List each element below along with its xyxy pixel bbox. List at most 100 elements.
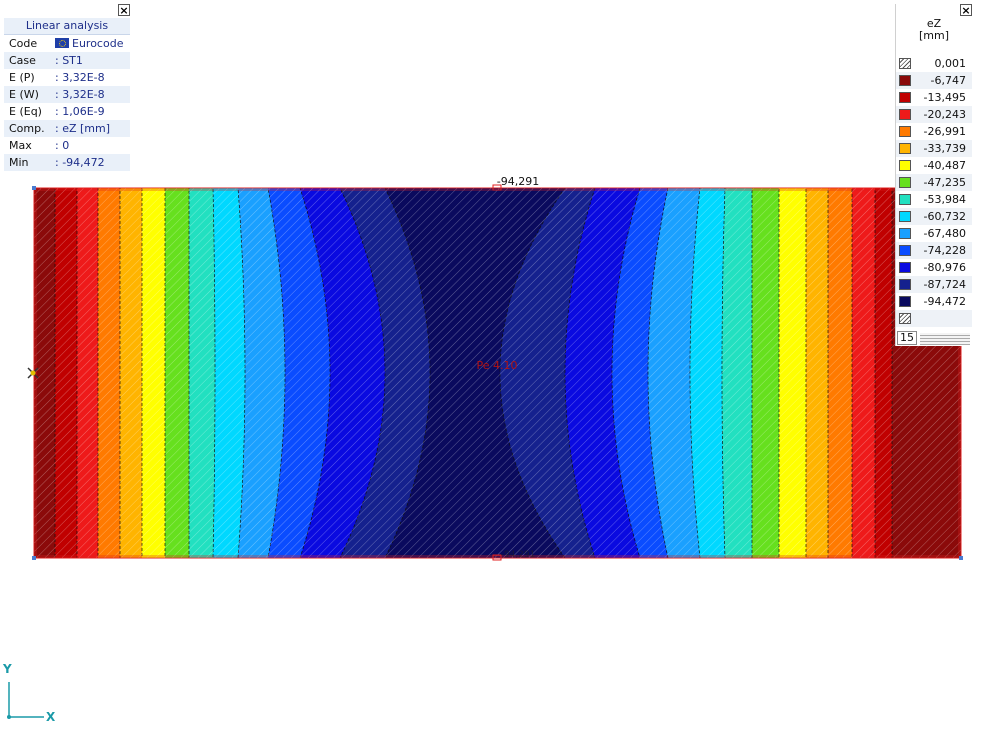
info-row: E (P) : 3,32E-8: [4, 69, 130, 86]
legend-swatch: [899, 313, 911, 324]
legend-swatch: [899, 296, 911, 307]
legend-swatch: [899, 177, 911, 188]
legend-rows: 0,001 -6,747 -13,495 -20,243 -26,991 -33,739 -…: [896, 55, 972, 327]
info-row-value: Eurocode: [55, 35, 130, 52]
legend-header: eZ [mm]: [896, 18, 972, 50]
legend-entry[interactable]: -80,976: [896, 259, 972, 276]
edge-marker-bottom[interactable]: [492, 554, 502, 561]
info-header: Linear analysis: [4, 18, 130, 35]
legend-slider[interactable]: [920, 333, 970, 345]
plate-label[interactable]: Pe 4.10: [477, 359, 518, 372]
legend-entry[interactable]: -87,724: [896, 276, 972, 293]
info-panel-titlebar: ×: [4, 4, 130, 18]
analysis-info-panel: × Linear analysis Code Eurocode Case : ST1 E…: [4, 4, 130, 171]
legend-entry[interactable]: -94,472: [896, 293, 972, 310]
support-icon[interactable]: [27, 367, 39, 379]
info-row-label: Code: [9, 37, 38, 50]
legend-value: -67,480: [923, 227, 966, 240]
legend-entry[interactable]: -60,732: [896, 208, 972, 225]
legend-swatch: [899, 211, 911, 222]
info-row-label: Max: [9, 139, 32, 152]
top-value-label: -94,291: [497, 175, 539, 188]
info-row-value-text: Eurocode: [72, 37, 124, 50]
legend-entry[interactable]: -33,739: [896, 140, 972, 157]
info-row-value: : ST1: [55, 54, 83, 67]
eu-flag-icon: [55, 38, 69, 48]
info-row: Case : ST1: [4, 52, 130, 69]
legend-swatch: [899, 58, 911, 69]
legend-swatch: [899, 228, 911, 239]
legend-swatch: [899, 262, 911, 273]
legend-swatch: [899, 143, 911, 154]
legend-entry[interactable]: -6,747: [896, 72, 972, 89]
axis-x-label: X: [46, 710, 56, 724]
legend-value: -6,747: [930, 74, 966, 87]
legend-count-field[interactable]: 15: [897, 331, 917, 345]
legend-value: -87,724: [923, 278, 966, 291]
info-row: Min : -94,472: [4, 154, 130, 171]
legend-value: -20,243: [923, 108, 966, 121]
legend-swatch: [899, 245, 911, 256]
info-row-value: : -94,472: [55, 156, 105, 169]
legend-panel: × eZ [mm] 0,001 -6,747 -13,495 -20,243 -26,9…: [895, 4, 972, 346]
legend-value: -33,739: [923, 142, 966, 155]
info-row: Comp. : eZ [mm]: [4, 120, 130, 137]
info-row-label: Comp.: [9, 122, 45, 135]
legend-value: -40,487: [923, 159, 966, 172]
legend-entry[interactable]: [896, 310, 972, 327]
legend-swatch: [899, 279, 911, 290]
legend-swatch: [899, 109, 911, 120]
axes-indicator: [7, 682, 44, 719]
legend-entry[interactable]: -74,228: [896, 242, 972, 259]
legend-swatch: [899, 194, 911, 205]
info-row: Max : 0: [4, 137, 130, 154]
legend-swatch: [899, 92, 911, 103]
axis-y-label: Y: [3, 662, 12, 676]
legend-entry[interactable]: -67,480: [896, 225, 972, 242]
legend-swatch: [899, 160, 911, 171]
info-row-value: : 0: [55, 139, 70, 152]
info-row-label: Min: [9, 156, 29, 169]
info-row-label: E (Eq): [9, 105, 42, 118]
info-row-label: E (W): [9, 88, 39, 101]
legend-value: 0,001: [934, 57, 967, 70]
node-bottom-right[interactable]: [959, 556, 963, 560]
info-row-label: E (P): [9, 71, 35, 84]
legend-title: eZ: [926, 17, 942, 30]
legend-swatch: [899, 126, 911, 137]
info-rows: Code Eurocode Case: ST1 E (P): 3,32E-8 E (W)…: [4, 35, 130, 171]
info-row-value: : eZ [mm]: [55, 122, 111, 135]
legend-entry[interactable]: -47,235: [896, 174, 972, 191]
legend-unit: [mm]: [918, 29, 949, 42]
legend-entry[interactable]: -26,991: [896, 123, 972, 140]
info-row: E (Eq) : 1,06E-9: [4, 103, 130, 120]
info-row: E (W) : 3,32E-8: [4, 86, 130, 103]
node-top-left[interactable]: [32, 186, 36, 190]
legend-value: -80,976: [923, 261, 966, 274]
info-row-label: Case: [9, 54, 36, 67]
legend-value: -13,495: [923, 91, 966, 104]
edge-marker-top[interactable]: [492, 184, 502, 191]
legend-entry[interactable]: -40,487: [896, 157, 972, 174]
legend-value: -74,228: [923, 244, 966, 257]
legend-entry[interactable]: -20,243: [896, 106, 972, 123]
legend-entry[interactable]: 0,001: [896, 55, 972, 72]
node-bottom-left[interactable]: [32, 556, 36, 560]
legend-entry[interactable]: -53,984: [896, 191, 972, 208]
legend-value: -47,235: [923, 176, 966, 189]
legend-value: -60,732: [923, 210, 966, 223]
info-row: Code Eurocode: [4, 35, 130, 52]
info-row-value: : 1,06E-9: [55, 105, 105, 118]
legend-swatch: [899, 75, 911, 86]
legend-value: -26,991: [923, 125, 966, 138]
hatch-overlay: [34, 188, 961, 558]
info-row-value: : 3,32E-8: [55, 88, 105, 101]
legend-value: -94,472: [923, 295, 966, 308]
info-row-value: : 3,32E-8: [55, 71, 105, 84]
bottom-value-label: -94,291: [501, 550, 536, 560]
info-close-button[interactable]: ×: [118, 4, 130, 17]
legend-entry[interactable]: -13,495: [896, 89, 972, 106]
legend-close-button[interactable]: ×: [960, 4, 972, 17]
legend-value: -53,984: [923, 193, 966, 206]
